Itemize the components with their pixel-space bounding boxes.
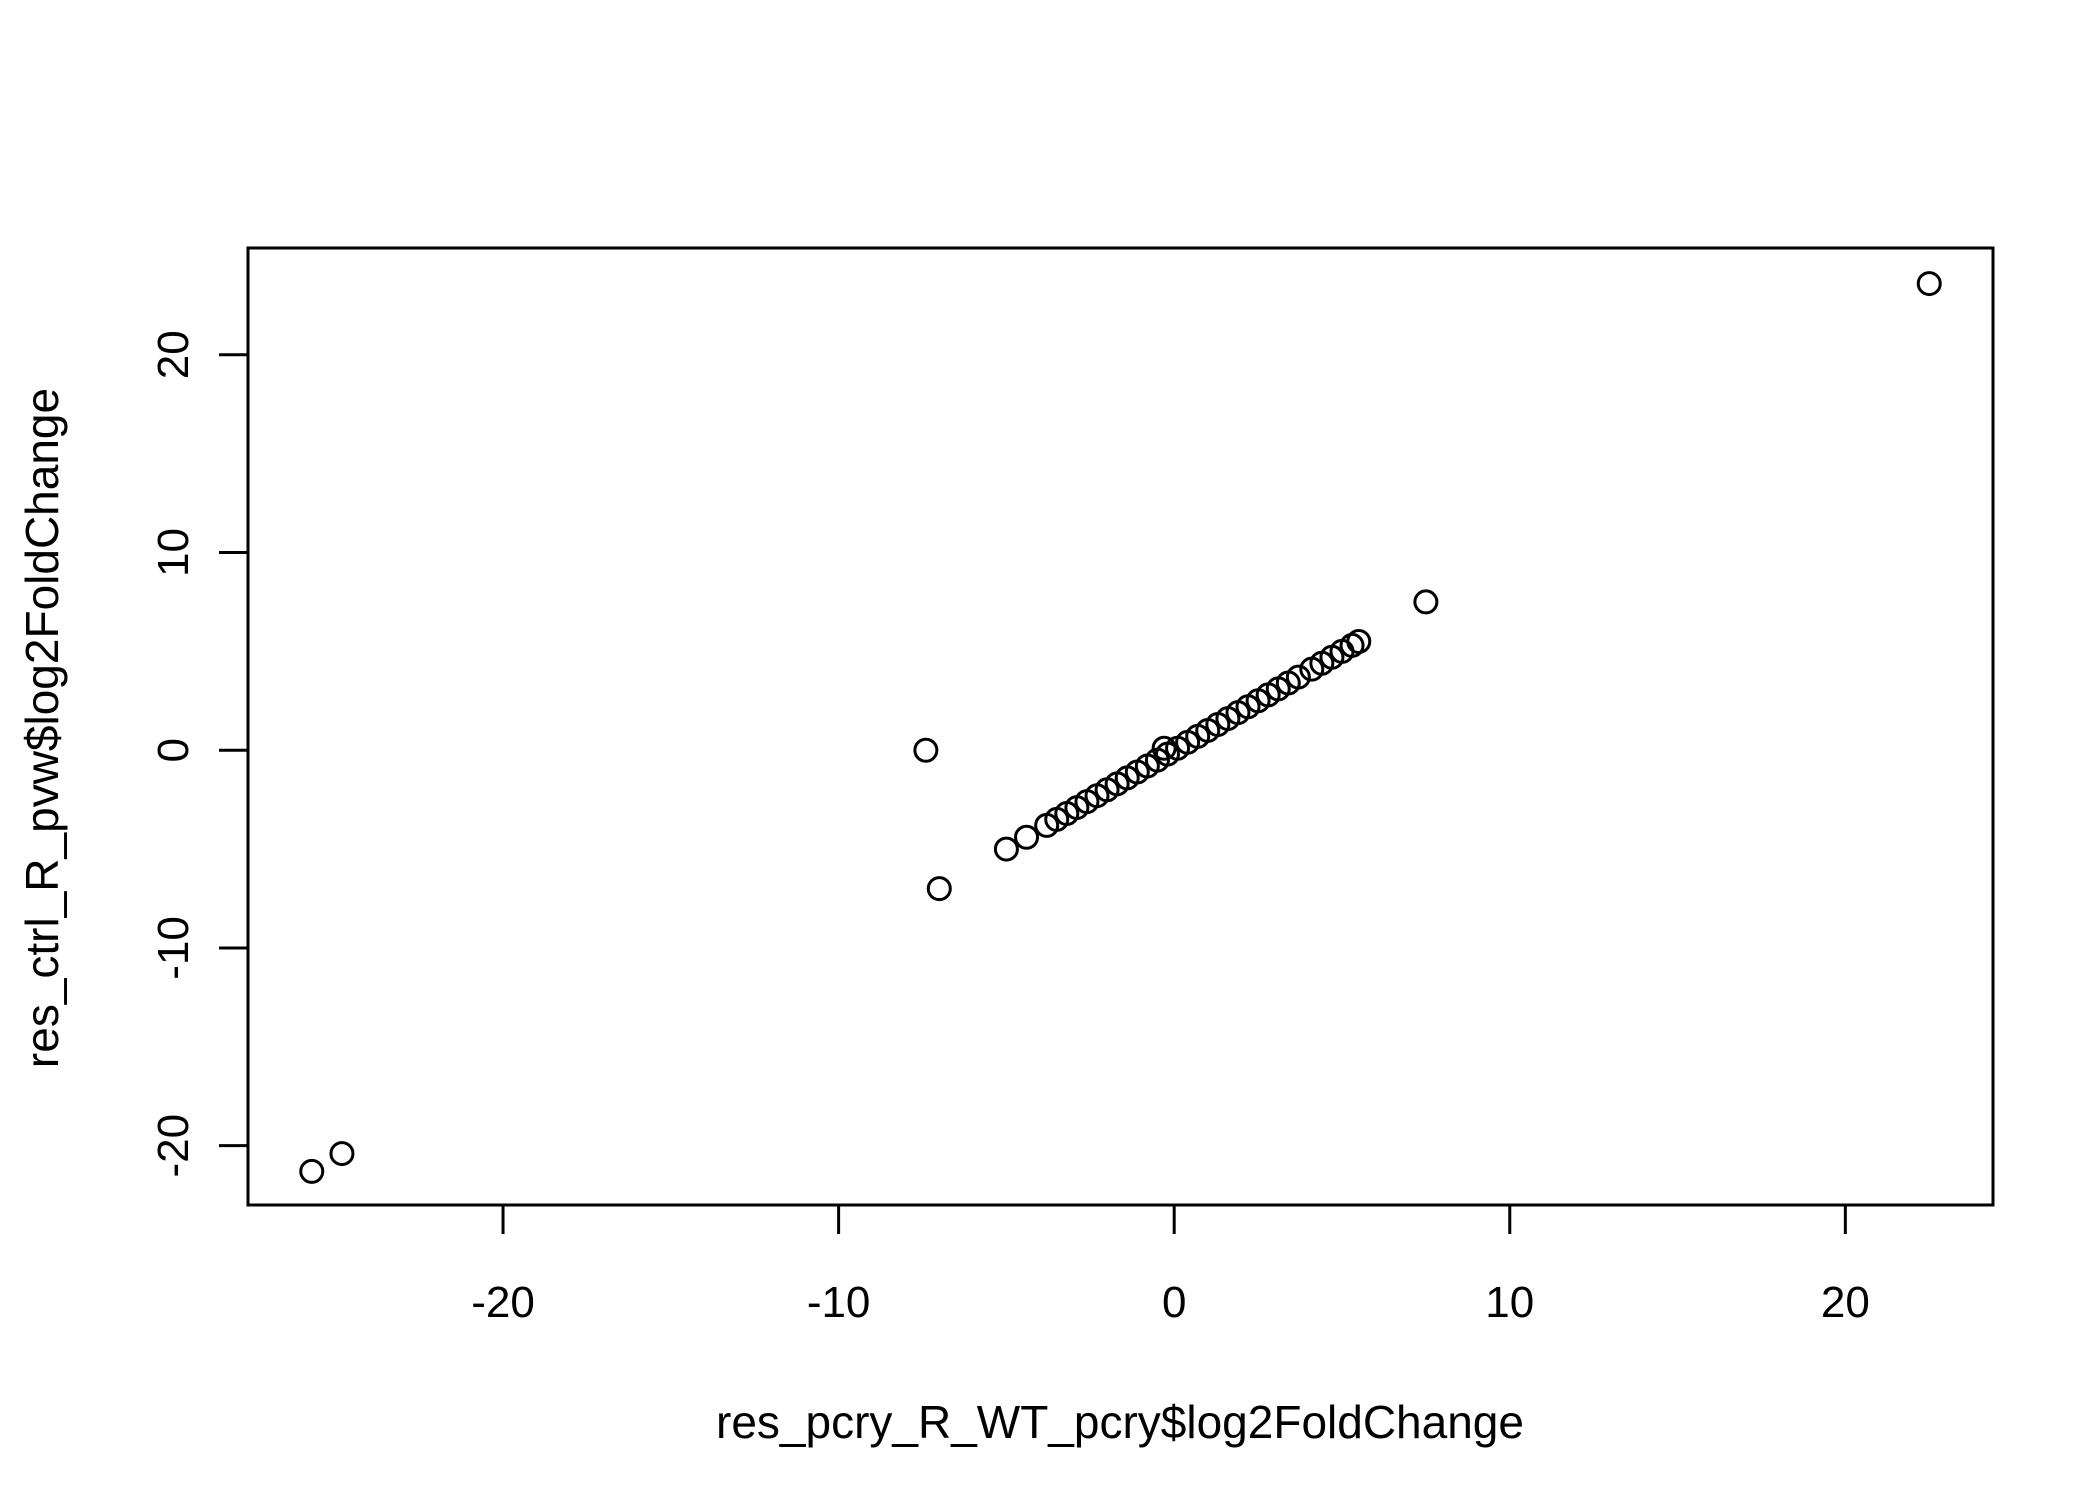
y-axis: -20 -10 0 10 20 — [149, 330, 250, 1178]
x-tick-label: -20 — [471, 1278, 535, 1327]
y-tick-label: -20 — [149, 1114, 198, 1178]
data-point — [926, 876, 952, 902]
data-point — [299, 1158, 325, 1184]
data-point — [1285, 664, 1311, 690]
y-tick-label: -10 — [149, 916, 198, 980]
data-point — [1014, 824, 1040, 850]
data-point — [1916, 271, 1942, 297]
data-points — [299, 271, 1942, 1184]
data-point — [1346, 628, 1372, 654]
x-tick-label: 0 — [1162, 1278, 1186, 1327]
x-tick-label: -10 — [807, 1278, 871, 1327]
x-tick-label: 10 — [1485, 1278, 1534, 1327]
y-tick-label: 10 — [149, 528, 198, 577]
y-tick-label: 20 — [149, 330, 198, 379]
data-point — [913, 737, 939, 763]
data-point — [329, 1141, 355, 1167]
y-tick-label: 0 — [149, 738, 198, 762]
plot-frame — [246, 246, 1995, 1207]
y-axis-title: res_ctrl_R_pvw$log2FoldChange — [16, 388, 68, 1068]
x-tick-label: 20 — [1821, 1278, 1870, 1327]
data-point — [1413, 589, 1439, 615]
x-axis-title: res_pcry_R_WT_pcry$log2FoldChange — [716, 1396, 1524, 1448]
data-point — [993, 836, 1019, 862]
x-axis: -20 -10 0 10 20 — [471, 1203, 1870, 1327]
